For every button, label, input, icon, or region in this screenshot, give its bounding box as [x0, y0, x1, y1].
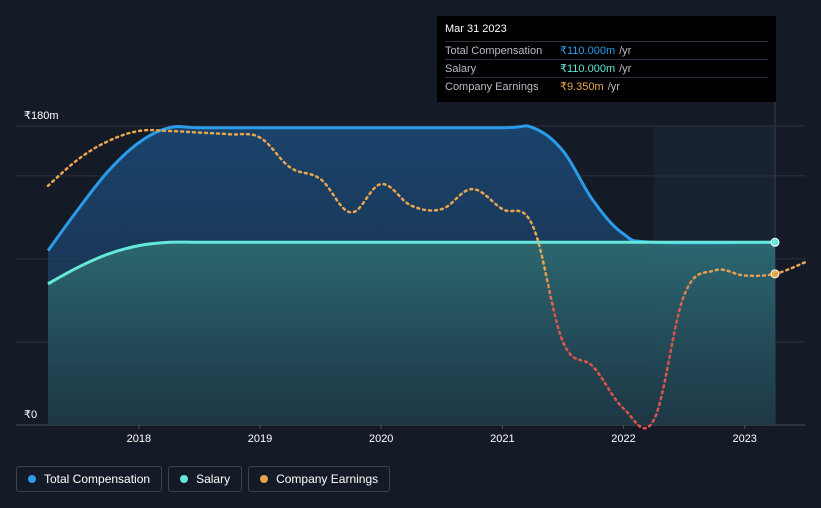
tooltip-value: ₹110.000m [560, 63, 616, 75]
x-tick-label: 2020 [369, 433, 393, 445]
total-compensation-line [46, 124, 776, 252]
x-tick-label: 2019 [248, 433, 272, 445]
tooltip-value: ₹110.000m [560, 45, 616, 57]
tooltip-value: ₹9.350m [560, 81, 604, 93]
x-tick-label: 2023 [732, 433, 756, 445]
tooltip: Mar 31 2023 Total Compensation ₹110.000m… [437, 16, 776, 102]
tooltip-row-earnings: Company Earnings ₹9.350m /yr [445, 77, 768, 95]
y-tick-label: ₹180m [24, 110, 59, 122]
y-tick-label: ₹0 [24, 409, 37, 421]
tooltip-label: Company Earnings [445, 80, 539, 93]
company-earnings-marker [770, 269, 780, 279]
salary-marker [770, 237, 780, 247]
tooltip-unit: /yr [619, 44, 632, 57]
legend-label: Total Compensation [44, 472, 151, 486]
tooltip-row-salary: Salary ₹110.000m /yr [445, 59, 768, 77]
legend-label: Salary [196, 472, 231, 486]
x-tick-label: 2018 [127, 433, 151, 445]
salary-line [47, 240, 775, 286]
salary-area [48, 242, 775, 425]
legend-item-total-compensation[interactable]: Total Compensation [16, 466, 163, 492]
legend-dot-icon [180, 475, 189, 483]
legend: Total Compensation Salary Company Earnin… [16, 466, 391, 492]
x-tick-label: 2022 [611, 433, 635, 445]
legend-dot-icon [28, 475, 36, 483]
legend-dot-icon [260, 475, 269, 483]
tooltip-date: Mar 31 2023 [445, 23, 507, 35]
tooltip-unit: /yr [619, 62, 632, 75]
tooltip-row-total: Total Compensation ₹110.000m /yr [445, 41, 768, 59]
tooltip-label: Salary [445, 62, 477, 75]
x-tick-label: 2021 [490, 433, 514, 445]
legend-item-salary[interactable]: Salary [168, 466, 243, 492]
legend-item-company-earnings[interactable]: Company Earnings [248, 466, 391, 492]
tooltip-unit: /yr [607, 80, 620, 93]
company-earnings-line [46, 128, 807, 430]
legend-label: Company Earnings [276, 472, 379, 486]
tooltip-label: Total Compensation [445, 44, 543, 57]
